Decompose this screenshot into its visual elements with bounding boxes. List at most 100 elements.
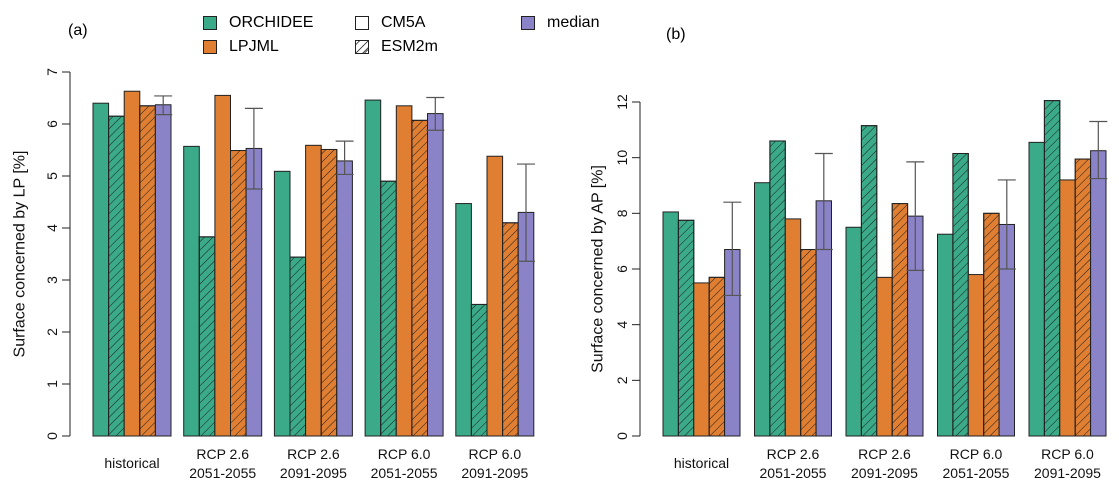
- legend-item-lpjml: LPJML: [203, 38, 279, 56]
- chart-panel-b: 0 2 4 6 8 10 12 Surface concerned by AP [%] hist…: [590, 94, 1108, 481]
- bar-b-lpjml-cm5a-0: [693, 282, 710, 437]
- bar-b-lpjml-cm5a-4: [1059, 179, 1076, 437]
- bar-a-orchidee-cm5a-4: [455, 203, 472, 437]
- x-tick-label-b-2-1: 2091-2095: [851, 465, 918, 481]
- y-tick-label-a-0: 0: [44, 432, 60, 440]
- bar-b-orchidee-cm5a-3: [937, 233, 954, 437]
- x-tick-label-b-1-1: 2051-2055: [760, 465, 827, 481]
- bar-b-lpjml-cm5a-3: [967, 274, 985, 437]
- chart-panel-a: 0 1 2 3 4 5 6 7 Surface concerned by LP [%] histo…: [12, 68, 535, 481]
- y-tick-label-a-4: 4: [44, 224, 60, 232]
- legend-swatch-median: [521, 16, 535, 30]
- bar-hatch-b-orchidee-esm2m-3: [952, 152, 969, 437]
- legend-item-median: median: [521, 14, 599, 32]
- y-axis-label-b: Surface concerned by AP [%]: [590, 165, 607, 373]
- x-tick-label-b-4-0: RCP 6.0: [1041, 446, 1094, 462]
- bar-b-orchidee-cm5a-0: [662, 211, 679, 437]
- panel-label-b: (b): [666, 26, 686, 43]
- bar-hatch-a-lpjml-esm2m-3: [411, 119, 428, 437]
- bar-hatch-b-orchidee-esm2m-1: [769, 140, 786, 437]
- bar-a-lpjml-cm5a-1: [214, 94, 231, 437]
- x-tick-label-a-2-1: 2091-2095: [280, 465, 347, 481]
- y-tick-label-b-3: 6: [614, 265, 630, 273]
- bar-hatch-a-lpjml-esm2m-1: [230, 150, 247, 437]
- bar-hatch-b-lpjml-esm2m-0: [708, 276, 726, 437]
- x-tick-label-b-3-0: RCP 6.0: [950, 446, 1003, 462]
- x-tick-label-b-4-1: 2091-2095: [1034, 465, 1101, 481]
- panel-label-a: (a): [68, 22, 88, 39]
- x-tick-label-a-3-0: RCP 6.0: [378, 446, 431, 462]
- bar-hatch-b-orchidee-esm2m-2: [860, 125, 878, 437]
- x-tick-label-a-4-0: RCP 6.0: [468, 446, 521, 462]
- bar-a-orchidee-cm5a-2: [273, 170, 291, 437]
- bar-a-median-0: [154, 104, 172, 437]
- legend-label-orchidee: ORCHIDEE: [229, 14, 314, 31]
- y-tick-label-b-5: 10: [614, 150, 630, 166]
- bar-hatch-a-orchidee-esm2m-1: [198, 236, 216, 437]
- bar-a-orchidee-cm5a-1: [183, 145, 200, 437]
- legend-item-orchidee: ORCHIDEE: [203, 14, 313, 32]
- bar-b-orchidee-cm5a-4: [1028, 141, 1045, 437]
- bar-a-median-3: [427, 113, 444, 437]
- legend-item-esm2m: ESM2m: [355, 38, 438, 56]
- legend-label-cm5a: CM5A: [381, 14, 426, 31]
- legend-label-esm2m: ESM2m: [381, 38, 438, 55]
- legend: ORCHIDEE LPJML CM5A ESM2m median: [195, 12, 625, 60]
- x-tick-label-a-1-1: 2051-2055: [189, 465, 256, 481]
- legend-swatch-orchidee: [203, 16, 217, 30]
- bar-hatch-b-orchidee-esm2m-0: [677, 219, 695, 437]
- bar-b-lpjml-cm5a-2: [876, 276, 893, 437]
- bar-a-orchidee-cm5a-3: [364, 99, 382, 437]
- y-tick-label-b-6: 12: [614, 94, 630, 110]
- x-tick-label-a-0-0: historical: [104, 455, 159, 471]
- y-tick-label-a-5: 5: [44, 172, 60, 180]
- bar-hatch-a-orchidee-esm2m-3: [380, 180, 397, 437]
- legend-item-cm5a: CM5A: [355, 14, 425, 32]
- bar-a-median-2: [336, 160, 353, 437]
- x-tick-label-a-3-1: 2051-2055: [371, 465, 438, 481]
- x-tick-label-a-1-0: RCP 2.6: [196, 446, 249, 462]
- bar-hatch-a-lpjml-esm2m-2: [320, 148, 338, 437]
- y-tick-label-a-7: 7: [44, 68, 60, 76]
- x-tick-label-b-3-1: 2051-2055: [943, 465, 1010, 481]
- bar-hatch-a-orchidee-esm2m-4: [470, 303, 488, 437]
- y-tick-label-b-1: 2: [614, 376, 630, 384]
- legend-label-lpjml: LPJML: [229, 38, 279, 55]
- bar-a-lpjml-cm5a-4: [486, 155, 504, 437]
- bar-hatch-a-orchidee-esm2m-0: [108, 115, 125, 437]
- y-tick-label-a-6: 6: [44, 120, 60, 128]
- bar-b-orchidee-cm5a-2: [845, 226, 862, 437]
- y-tick-label-a-1: 1: [44, 380, 60, 388]
- legend-swatch-cm5a: [355, 16, 369, 30]
- bar-b-median-4: [1090, 150, 1107, 437]
- x-tick-label-a-2-0: RCP 2.6: [287, 446, 340, 462]
- bar-hatch-b-lpjml-esm2m-1: [800, 249, 817, 437]
- bar-hatch-a-lpjml-esm2m-0: [139, 105, 156, 437]
- bar-hatch-b-lpjml-esm2m-3: [983, 212, 1000, 437]
- bar-hatch-a-orchidee-esm2m-2: [289, 256, 307, 437]
- y-tick-label-b-2: 4: [614, 321, 630, 329]
- bar-hatch-b-orchidee-esm2m-4: [1043, 100, 1061, 437]
- bar-a-median-1: [245, 147, 263, 437]
- x-tick-label-b-1-0: RCP 2.6: [767, 446, 820, 462]
- y-tick-label-a-2: 2: [44, 328, 60, 336]
- bar-hatch-b-lpjml-esm2m-4: [1074, 158, 1092, 437]
- bar-b-lpjml-cm5a-1: [784, 218, 802, 437]
- y-tick-label-a-3: 3: [44, 276, 60, 284]
- bar-hatch-a-lpjml-esm2m-4: [502, 222, 519, 437]
- x-tick-label-b-2-0: RCP 2.6: [858, 446, 911, 462]
- bar-a-orchidee-cm5a-0: [92, 102, 110, 437]
- x-tick-label-a-4-1: 2091-2095: [461, 465, 528, 481]
- x-tick-label-b-0-0: historical: [674, 455, 729, 471]
- bar-a-lpjml-cm5a-2: [305, 144, 322, 437]
- bar-a-lpjml-cm5a-3: [395, 105, 413, 437]
- bar-a-lpjml-cm5a-0: [123, 90, 141, 437]
- y-axis-label-a: Surface concerned by LP [%]: [12, 151, 29, 358]
- y-tick-label-b-0: 0: [614, 432, 630, 440]
- bar-hatch-b-lpjml-esm2m-2: [891, 203, 909, 437]
- y-tick-label-b-4: 8: [614, 209, 630, 217]
- bar-b-orchidee-cm5a-1: [754, 182, 771, 437]
- legend-swatch-lpjml: [203, 40, 217, 54]
- legend-swatch-esm2m: [355, 40, 369, 54]
